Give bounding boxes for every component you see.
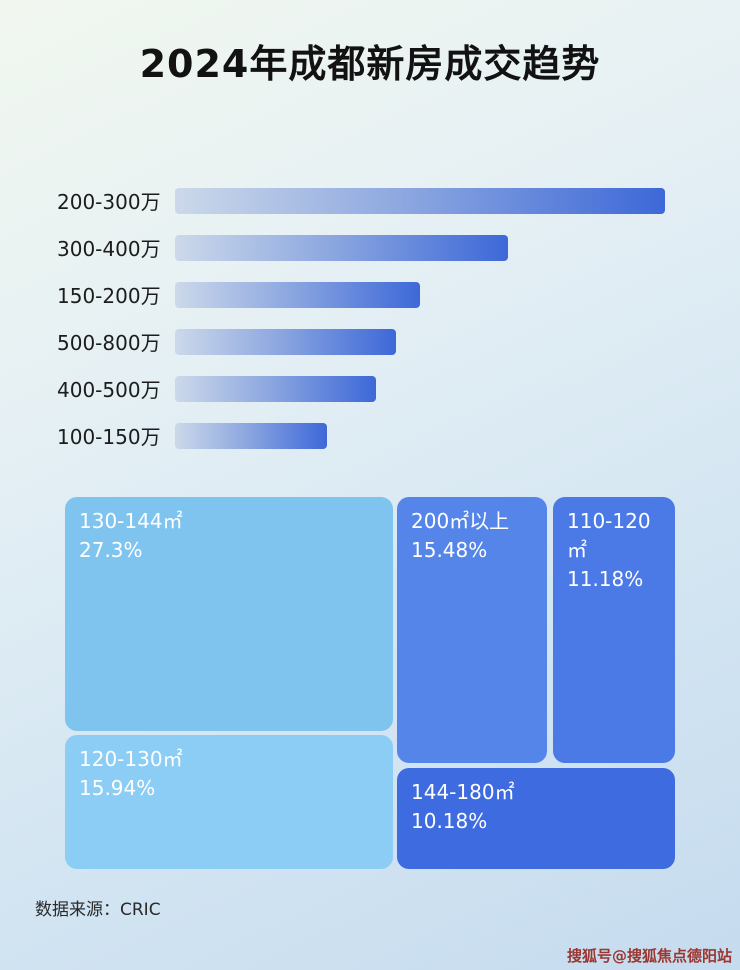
price-band-bar-chart: 200-300万 300-400万 150-200万 500-800万 400-… xyxy=(57,187,740,450)
bar-track xyxy=(175,375,665,402)
bar-row: 150-200万 xyxy=(57,281,740,309)
page-title: 2024年成都新房成交趋势 xyxy=(139,42,601,86)
bar xyxy=(175,422,327,449)
treemap-block-percent: 15.48% xyxy=(411,537,488,562)
watermark-text: 搜狐号@搜狐焦点德阳站 xyxy=(566,947,732,965)
treemap-block: 120-130㎡ 15.94% xyxy=(65,734,393,869)
bar-row: 200-300万 xyxy=(57,187,740,215)
treemap-block-percent: 27.3% xyxy=(79,537,143,562)
area-segment-treemap: 130-144㎡ 27.3% 200㎡以上 15.48% 110-120㎡ 11… xyxy=(65,496,675,869)
treemap-block-label: 110-120㎡ xyxy=(567,508,651,562)
bar-row: 400-500万 xyxy=(57,375,740,403)
bar-track xyxy=(175,281,665,308)
treemap-block-percent: 15.94% xyxy=(79,775,156,800)
bar-category-label: 300-400万 xyxy=(57,237,161,262)
bar-category-label: 500-800万 xyxy=(57,331,161,356)
bar-track xyxy=(175,187,665,214)
treemap-block-label: 144-180㎡ xyxy=(411,779,515,804)
bar-row: 300-400万 xyxy=(57,234,740,262)
treemap-block: 110-120㎡ 11.18% xyxy=(553,496,675,763)
bar-row: 100-150万 xyxy=(57,422,740,450)
treemap-block-percent: 11.18% xyxy=(567,566,644,591)
bar xyxy=(175,328,396,355)
treemap-block: 144-180㎡ 10.18% xyxy=(397,767,675,869)
treemap-block-label: 200㎡以上 xyxy=(411,508,510,533)
bar-category-label: 200-300万 xyxy=(57,190,161,215)
treemap-block: 130-144㎡ 27.3% xyxy=(65,496,393,731)
bar xyxy=(175,187,665,214)
bar-row: 500-800万 xyxy=(57,328,740,356)
bar-category-label: 150-200万 xyxy=(57,284,161,309)
data-source-label: 数据来源：CRIC xyxy=(35,899,161,920)
bar xyxy=(175,281,420,308)
bar xyxy=(175,375,376,402)
bar-category-label: 400-500万 xyxy=(57,378,161,403)
treemap-block-label: 120-130㎡ xyxy=(79,746,183,771)
bar-track xyxy=(175,422,665,449)
bar-category-label: 100-150万 xyxy=(57,425,161,450)
treemap-block: 200㎡以上 15.48% xyxy=(397,496,547,763)
treemap-block-percent: 10.18% xyxy=(411,808,488,833)
bar-track xyxy=(175,234,665,261)
bar-track xyxy=(175,328,665,355)
treemap-block-label: 130-144㎡ xyxy=(79,508,183,533)
bar xyxy=(175,234,509,261)
